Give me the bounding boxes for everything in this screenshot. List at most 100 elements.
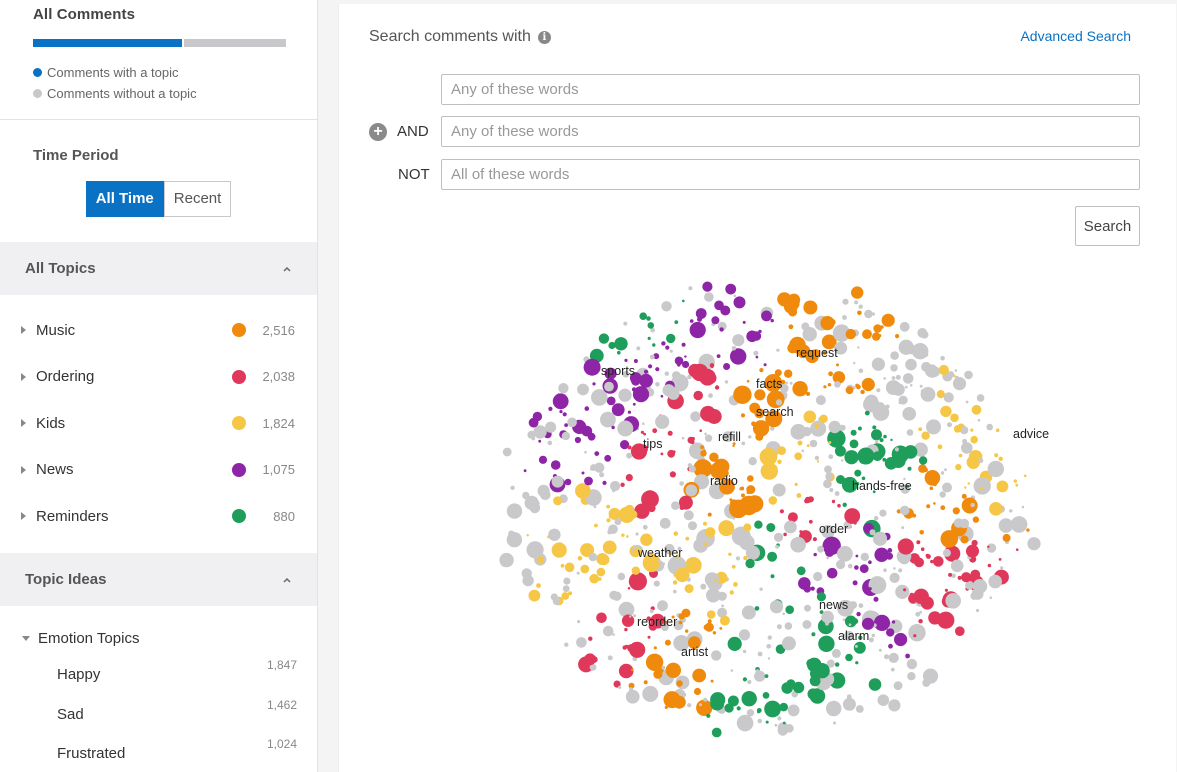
comment-bubble[interactable] (687, 374, 692, 380)
comment-bubble[interactable] (966, 544, 979, 558)
comment-bubble[interactable] (652, 428, 658, 434)
comment-bubble[interactable] (909, 592, 915, 598)
comment-bubble[interactable] (813, 552, 817, 557)
comment-bubble[interactable] (675, 567, 690, 583)
comment-bubble[interactable] (733, 385, 752, 404)
comment-bubble[interactable] (574, 436, 581, 444)
comment-bubble[interactable] (905, 358, 917, 371)
comment-bubble[interactable] (531, 436, 536, 441)
comment-bubble[interactable] (647, 336, 651, 340)
any-words-input[interactable] (441, 74, 1140, 105)
comment-bubble[interactable] (962, 438, 968, 444)
comment-bubble[interactable] (953, 518, 964, 528)
comment-bubble[interactable] (752, 420, 770, 437)
comment-bubble[interactable] (917, 328, 928, 338)
comment-bubble[interactable] (673, 531, 679, 536)
comment-bubble[interactable] (611, 403, 625, 417)
comment-bubble[interactable] (631, 566, 640, 575)
comment-bubble[interactable] (787, 293, 801, 307)
comment-bubble[interactable] (610, 480, 621, 492)
comment-bubble[interactable] (779, 509, 784, 514)
comment-bubble[interactable] (890, 667, 895, 672)
comment-bubble[interactable] (774, 723, 778, 727)
comment-bubble[interactable] (538, 455, 548, 464)
comment-bubble[interactable] (893, 567, 896, 570)
comment-bubble[interactable] (828, 420, 841, 434)
comment-bubble[interactable] (741, 493, 745, 498)
comment-bubble[interactable] (600, 411, 616, 428)
comment-bubble[interactable] (855, 661, 859, 665)
comment-bubble[interactable] (852, 619, 856, 623)
comment-bubble[interactable] (898, 395, 908, 405)
comment-bubble[interactable] (891, 376, 896, 380)
comment-bubble[interactable] (897, 538, 914, 555)
comment-bubble[interactable] (828, 371, 833, 377)
comment-bubble[interactable] (657, 600, 668, 612)
comment-bubble[interactable] (829, 487, 834, 493)
comment-bubble[interactable] (898, 683, 903, 688)
comment-bubble[interactable] (512, 503, 516, 507)
comment-bubble[interactable] (955, 463, 962, 471)
comment-bubble[interactable] (562, 412, 567, 417)
caret-right-icon[interactable] (21, 419, 26, 428)
comment-bubble[interactable] (841, 459, 844, 462)
comment-bubble[interactable] (713, 458, 730, 475)
comment-bubble[interactable] (606, 396, 616, 406)
comment-bubble[interactable] (824, 465, 832, 474)
comment-bubble[interactable] (754, 670, 766, 682)
comment-bubble[interactable] (903, 588, 907, 592)
comment-bubble[interactable] (814, 455, 820, 461)
comment-bubble[interactable] (804, 604, 811, 612)
comment-bubble[interactable] (640, 430, 644, 434)
comment-bubble[interactable] (841, 476, 858, 493)
comment-bubble[interactable] (797, 440, 803, 446)
comment-bubble[interactable] (958, 453, 963, 458)
comment-bubble[interactable] (796, 566, 806, 576)
comment-bubble[interactable] (632, 386, 650, 403)
comment-bubble[interactable] (643, 369, 649, 374)
comment-bubble[interactable] (775, 709, 780, 715)
comment-bubble[interactable] (568, 591, 573, 596)
comment-bubble[interactable] (856, 384, 861, 390)
comment-bubble[interactable] (854, 300, 859, 305)
comment-bubble[interactable] (915, 611, 921, 617)
comment-bubble[interactable] (895, 334, 900, 339)
comment-bubble[interactable] (899, 321, 910, 332)
comment-bubble[interactable] (538, 439, 542, 443)
comment-bubble[interactable] (669, 349, 673, 353)
comment-bubble[interactable] (799, 530, 803, 534)
comment-bubble[interactable] (646, 316, 651, 321)
comment-bubble[interactable] (666, 333, 676, 344)
comment-bubble[interactable] (588, 636, 593, 641)
comment-bubble[interactable] (971, 547, 975, 552)
comment-bubble[interactable] (526, 534, 529, 537)
comment-bubble[interactable] (672, 580, 678, 585)
comment-bubble[interactable] (772, 483, 786, 497)
comment-bubble[interactable] (853, 361, 856, 365)
comment-bubble[interactable] (815, 395, 826, 406)
comment-bubble[interactable] (711, 365, 714, 369)
topic-ideas-header[interactable]: Topic Ideas (0, 553, 317, 606)
comment-bubble[interactable] (645, 653, 664, 671)
comment-bubble[interactable] (972, 516, 980, 523)
comment-bubble[interactable] (878, 334, 882, 338)
comment-bubble[interactable] (738, 629, 751, 641)
comment-bubble[interactable] (823, 479, 832, 489)
comment-bubble[interactable] (724, 380, 729, 384)
comment-bubble[interactable] (593, 505, 597, 509)
comment-bubble[interactable] (620, 482, 625, 487)
comment-bubble[interactable] (604, 367, 617, 380)
comment-bubble[interactable] (677, 363, 681, 367)
comment-bubble[interactable] (810, 586, 815, 591)
caret-right-icon[interactable] (21, 372, 26, 381)
comment-bubble[interactable] (642, 685, 659, 702)
emotion-item-sad[interactable]: Sad 1,462 (0, 696, 317, 736)
comment-bubble[interactable] (873, 324, 882, 333)
comment-bubble[interactable] (626, 452, 633, 459)
comment-bubble[interactable] (662, 562, 665, 566)
comment-bubble[interactable] (624, 358, 628, 362)
bubble-label-search[interactable]: search (756, 405, 794, 419)
comment-bubble[interactable] (602, 540, 617, 555)
comment-bubble[interactable] (733, 582, 738, 587)
comment-bubble[interactable] (700, 445, 704, 450)
